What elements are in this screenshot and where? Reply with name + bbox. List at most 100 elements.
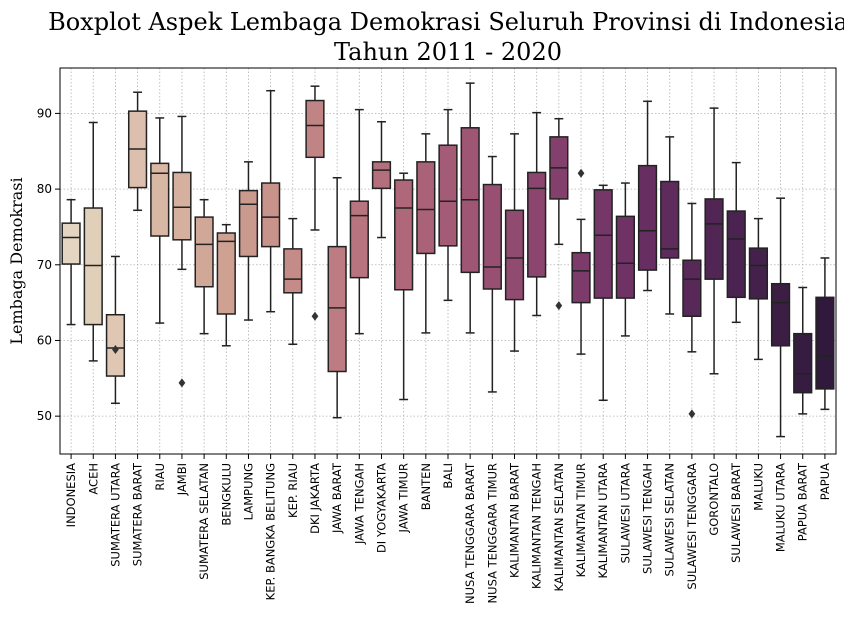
box-34 [815, 257, 835, 411]
outlier-point [688, 409, 696, 419]
box-22 [549, 117, 569, 311]
x-tick-label-12: JAWA BARAT [330, 462, 344, 534]
box-body [504, 209, 525, 301]
box-25 [615, 182, 635, 337]
x-tick-label-8: LAMPUNG [241, 463, 255, 520]
box-33 [793, 286, 813, 415]
box-18 [460, 82, 480, 334]
box-5 [172, 115, 192, 388]
outlier-point [577, 168, 585, 178]
box-4 [150, 117, 170, 324]
y-tick-label-4: 90 [37, 106, 52, 120]
box-30 [726, 161, 746, 324]
box-26 [637, 100, 658, 292]
box-body [238, 189, 259, 258]
y-tick-label-0: 50 [37, 409, 52, 423]
box-1 [83, 121, 103, 362]
x-tick-label-32: MALUKU UTARA [774, 463, 788, 552]
box-body [172, 171, 192, 241]
x-tick-label-5: JAMBI [175, 463, 189, 496]
box-body [748, 247, 769, 300]
box-29 [704, 107, 724, 375]
box-body [660, 180, 680, 259]
box-body [371, 161, 392, 190]
box-body [527, 171, 547, 278]
box-2 [105, 255, 126, 405]
box-3 [127, 91, 148, 212]
box-12 [327, 176, 347, 419]
x-tick-label-27: SULAWESI SELATAN [663, 463, 677, 576]
x-tick-label-18: NUSA TENGGARA BARAT [463, 462, 477, 604]
x-tick-label-25: SULAWESI UTARA [618, 463, 632, 564]
box-body [704, 198, 724, 280]
box-body [770, 282, 791, 347]
box-body [726, 210, 746, 299]
box-body [482, 183, 502, 290]
box-28 [682, 202, 702, 419]
x-tick-label-28: SULAWESI TENGGARA [685, 463, 699, 590]
x-tick-label-1: ACEH [86, 463, 100, 495]
x-tick-label-26: SULAWESI TENGAH [641, 463, 655, 574]
box-6 [194, 198, 214, 335]
box-body [394, 179, 414, 291]
box-body [216, 232, 236, 315]
x-tick-label-6: SUMATERA SELATAN [197, 463, 211, 580]
boxes-layer [61, 82, 835, 438]
x-tick-label-17: BALI [441, 463, 455, 489]
box-body [83, 207, 103, 326]
box-10 [283, 217, 303, 346]
y-tick-label-1: 60 [37, 333, 52, 347]
outlier-point [112, 345, 119, 355]
box-body [194, 216, 214, 288]
box-body [615, 215, 635, 299]
x-tick-label-2: SUMATERA UTARA [108, 463, 122, 567]
x-ticks: INDONESIA ACEH SUMATERA UTARA SUMATERA BARA… [64, 454, 832, 604]
box-body [416, 161, 436, 255]
x-tick-label-29: GORONTALO [707, 463, 721, 536]
x-tick-label-19: NUSA TENGGARA TIMUR [485, 463, 499, 603]
box-13 [349, 108, 369, 335]
box-20 [504, 133, 525, 352]
x-tick-label-7: BENGKULU [219, 463, 233, 526]
box-31 [748, 217, 769, 361]
box-body [305, 99, 325, 159]
box-body [637, 164, 658, 271]
box-body [61, 222, 81, 265]
x-tick-label-20: KALIMANTAN BARAT [508, 462, 522, 578]
box-8 [238, 161, 259, 321]
box-11 [305, 85, 325, 321]
box-7 [216, 223, 236, 347]
chart-title-line-1: Boxplot Aspek Lembaga Demokrasi Seluruh … [48, 8, 844, 36]
x-tick-label-31: MALUKU [751, 463, 765, 511]
outlier-point [311, 311, 319, 321]
x-tick-label-13: JAWA TENGAH [352, 463, 366, 545]
box-body [283, 248, 303, 294]
box-body [682, 259, 702, 318]
outlier-point [178, 378, 186, 388]
box-19 [482, 155, 502, 393]
x-tick-label-0: INDONESIA [64, 463, 78, 527]
x-tick-label-4: RIAU [153, 463, 167, 491]
y-tick-label-2: 70 [37, 258, 52, 272]
y-tick-label-3: 80 [37, 182, 52, 196]
box-24 [593, 184, 613, 402]
x-tick-label-34: PAPUA [818, 463, 832, 500]
x-tick-label-30: SULAWESI BARAT [729, 462, 743, 563]
box-body [571, 251, 591, 304]
box-15 [394, 172, 414, 401]
x-tick-label-16: BANTEN [419, 463, 433, 510]
x-tick-label-14: DI YOGYAKARTA [374, 463, 388, 553]
box-32 [770, 197, 791, 438]
box-body [150, 162, 170, 237]
x-tick-label-24: KALIMANTAN UTARA [596, 463, 610, 579]
x-tick-label-3: SUMATERA BARAT [131, 462, 145, 566]
x-tick-label-10: KEP. RIAU [286, 463, 300, 518]
box-23 [571, 168, 591, 355]
box-9 [261, 89, 281, 313]
box-14 [371, 120, 392, 239]
x-tick-label-33: PAPUA BARAT [796, 462, 810, 541]
outlier-point [555, 301, 563, 311]
box-body [815, 296, 835, 390]
box-body [593, 189, 613, 299]
